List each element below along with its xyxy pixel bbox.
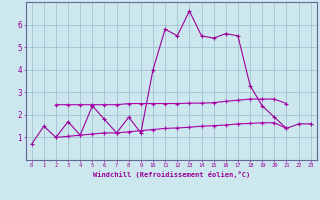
X-axis label: Windchill (Refroidissement éolien,°C): Windchill (Refroidissement éolien,°C) [92, 171, 250, 178]
